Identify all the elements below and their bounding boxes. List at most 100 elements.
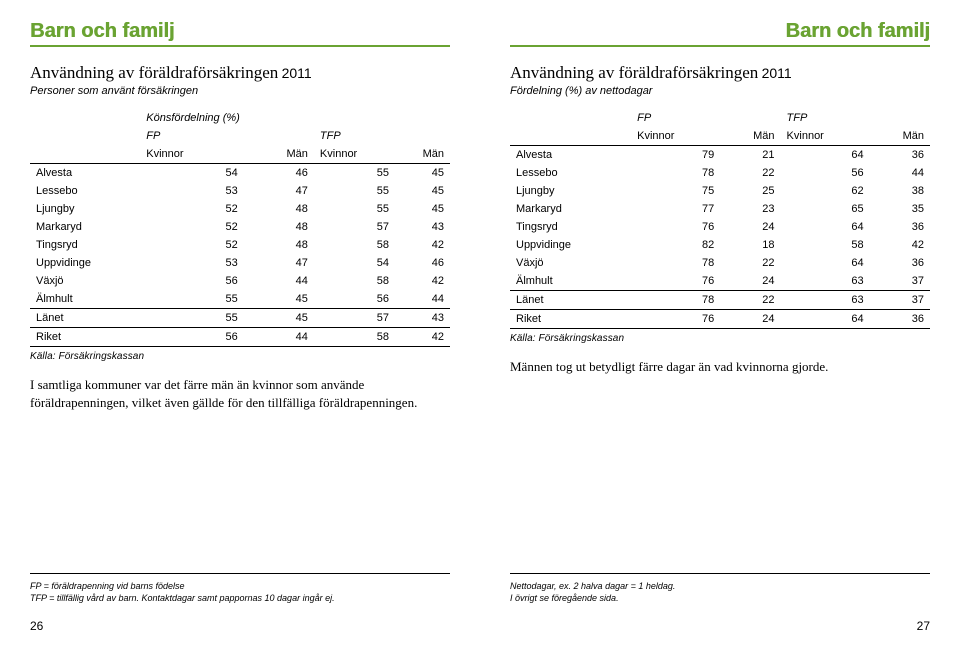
row-label: Älmhult: [30, 290, 140, 309]
col-group-tfp: TFP: [314, 127, 450, 145]
row-label: Riket: [30, 328, 140, 347]
table-row: Älmhult76246337: [510, 272, 930, 291]
col-kvinnor-tfp: Kvinnor: [781, 127, 870, 146]
row-label: Växjö: [510, 254, 631, 272]
cell-value: 56: [314, 290, 395, 309]
cell-value: 53: [140, 182, 244, 200]
cell-value: 65: [781, 200, 870, 218]
cell-value: 79: [631, 146, 720, 165]
cell-value: 45: [244, 309, 314, 328]
row-label: Alvesta: [510, 146, 631, 165]
footnote-block-right: Nettodagar, ex. 2 halva dagar = 1 heldag…: [510, 573, 930, 605]
cell-value: 77: [631, 200, 720, 218]
row-label: Lessebo: [510, 164, 631, 182]
col-group-tfp: TFP: [781, 109, 930, 127]
row-label: Växjö: [30, 272, 140, 290]
cell-value: 42: [395, 236, 450, 254]
col-man-fp: Män: [244, 145, 314, 164]
page-header-left: Barn och familj: [30, 20, 450, 47]
cell-value: 44: [244, 328, 314, 347]
cell-value: 36: [870, 310, 930, 329]
section-title-left: Användning av föräldraförsäkringen: [30, 63, 278, 82]
cell-value: 46: [395, 254, 450, 272]
page-right: Barn och familj Användning av föräldrafö…: [480, 0, 960, 645]
cell-value: 82: [631, 236, 720, 254]
table-row: Tingsryd52485842: [30, 236, 450, 254]
table-row: Markaryd52485743: [30, 218, 450, 236]
cell-value: 45: [395, 164, 450, 183]
cell-value: 58: [314, 272, 395, 290]
col-man-fp: Män: [720, 127, 780, 146]
footnote-line: TFP = tillfällig vård av barn. Kontaktda…: [30, 592, 450, 605]
cell-value: 57: [314, 218, 395, 236]
cell-value: 75: [631, 182, 720, 200]
cell-value: 52: [140, 200, 244, 218]
table-row: Lessebo78225644: [510, 164, 930, 182]
data-table-right: FP TFP Kvinnor Män Kvinnor Män Alvesta79…: [510, 109, 930, 329]
cell-value: 58: [781, 236, 870, 254]
cell-value: 48: [244, 218, 314, 236]
cell-value: 35: [870, 200, 930, 218]
cell-value: 43: [395, 309, 450, 328]
table-row: Markaryd77236535: [510, 200, 930, 218]
cell-value: 44: [870, 164, 930, 182]
cell-value: 22: [720, 291, 780, 310]
page-left: Barn och familj Användning av föräldrafö…: [0, 0, 480, 645]
cell-value: 47: [244, 182, 314, 200]
row-label: Uppvidinge: [510, 236, 631, 254]
table-source-right: Källa: Försäkringskassan: [510, 333, 930, 344]
row-label: Älmhult: [510, 272, 631, 291]
cell-value: 56: [140, 328, 244, 347]
col-group-fp: FP: [631, 109, 780, 127]
section-title-row: Användning av föräldraförsäkringen 2011: [510, 63, 930, 83]
col-kvinnor-fp: Kvinnor: [140, 145, 244, 164]
table-row: Lessebo53475545: [30, 182, 450, 200]
cell-value: 23: [720, 200, 780, 218]
cell-value: 64: [781, 310, 870, 329]
cell-value: 37: [870, 272, 930, 291]
section-subtitle-left: Personer som använt försäkringen: [30, 85, 450, 97]
cell-value: 53: [140, 254, 244, 272]
col-man-tfp: Män: [870, 127, 930, 146]
cell-value: 36: [870, 218, 930, 236]
table-row: Riket76246436: [510, 310, 930, 329]
cell-value: 54: [314, 254, 395, 272]
row-label: Lessebo: [30, 182, 140, 200]
cell-value: 42: [395, 272, 450, 290]
cell-value: 47: [244, 254, 314, 272]
table-row: Ljungby75256238: [510, 182, 930, 200]
row-label: Ljungby: [30, 200, 140, 218]
table-row: Länet78226337: [510, 291, 930, 310]
col-group-fp: FP: [140, 127, 314, 145]
table-row: Länet55455743: [30, 309, 450, 328]
cell-value: 42: [870, 236, 930, 254]
table-row: Riket56445842: [30, 328, 450, 347]
cell-value: 64: [781, 254, 870, 272]
cell-value: 55: [140, 309, 244, 328]
page-spread: Barn och familj Användning av föräldrafö…: [0, 0, 960, 645]
cell-value: 43: [395, 218, 450, 236]
row-label: Alvesta: [30, 164, 140, 183]
cell-value: 58: [314, 236, 395, 254]
cell-value: 64: [781, 146, 870, 165]
body-text-left: I samtliga kommuner var det färre män än…: [30, 376, 450, 411]
section-year-right: 2011: [762, 65, 792, 81]
table-row: Älmhult55455644: [30, 290, 450, 309]
footnote-line: FP = föräldrapenning vid barns födelse: [30, 580, 450, 593]
cell-value: 45: [244, 290, 314, 309]
cell-value: 62: [781, 182, 870, 200]
cell-value: 38: [870, 182, 930, 200]
body-text-right: Männen tog ut betydligt färre dagar än v…: [510, 358, 930, 376]
row-label: Ljungby: [510, 182, 631, 200]
row-label: Tingsryd: [30, 236, 140, 254]
cell-value: 56: [781, 164, 870, 182]
cell-value: 37: [870, 291, 930, 310]
table-row: Växjö56445842: [30, 272, 450, 290]
row-label: Länet: [30, 309, 140, 328]
cell-value: 22: [720, 254, 780, 272]
cell-value: 54: [140, 164, 244, 183]
cell-value: 56: [140, 272, 244, 290]
data-table-left: Könsfördelning (%) FP TFP Kvinnor Män Kv…: [30, 109, 450, 347]
table-row: Alvesta54465545: [30, 164, 450, 183]
cell-value: 52: [140, 236, 244, 254]
